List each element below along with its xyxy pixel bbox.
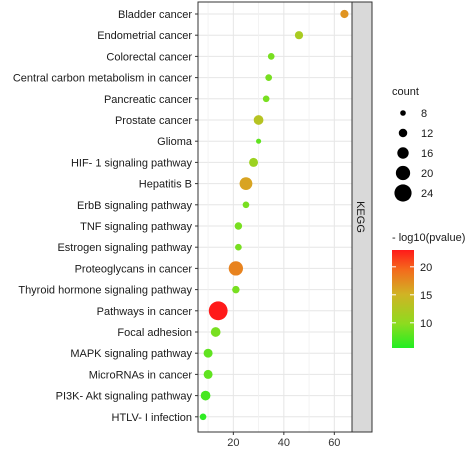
size-legend-dot (397, 147, 409, 159)
data-point (239, 177, 253, 190)
data-point (232, 285, 240, 294)
data-point (253, 115, 264, 125)
data-point (203, 369, 213, 379)
data-point (235, 243, 242, 251)
category-label: MAPK signaling pathway (70, 348, 192, 360)
data-point (200, 390, 211, 401)
category-label: Prostate cancer (115, 115, 192, 127)
x-tick-label: 20 (227, 437, 239, 449)
color-legend-title: - log10(pvalue) (392, 232, 465, 244)
data-point (210, 327, 221, 337)
facet-strip (351, 1, 373, 433)
category-label: Focal adhesion (117, 327, 192, 339)
data-point (267, 53, 275, 60)
plot-panel (198, 2, 352, 432)
colorbar (392, 250, 414, 348)
category-label: Estrogen signaling pathway (57, 242, 192, 254)
x-tick-label: 40 (278, 437, 290, 449)
data-point (199, 413, 207, 421)
data-point (234, 222, 243, 230)
category-label: Pancreatic cancer (104, 94, 192, 106)
data-points (199, 9, 349, 421)
size-legend-label: 16 (421, 148, 433, 160)
x-tick-label: 60 (328, 437, 340, 449)
category-label: Central carbon metabolism in cancer (13, 73, 192, 85)
y-axis-ticks (195, 13, 198, 418)
data-point (203, 348, 213, 358)
data-point (256, 138, 262, 144)
data-point (208, 301, 228, 321)
category-label: MicroRNAs in cancer (89, 369, 193, 381)
data-point (294, 31, 304, 40)
y-axis-labels: Bladder cancer Endometrial cancer Colorect… (13, 9, 193, 424)
size-legend-title: count (392, 86, 419, 98)
category-label: Bladder cancer (118, 9, 192, 21)
category-label: Proteoglycans in cancer (75, 263, 193, 275)
data-point (265, 74, 273, 81)
category-label: ErbB signaling pathway (77, 200, 192, 212)
category-label: PI3K- Akt signaling pathway (56, 391, 193, 403)
data-point (340, 9, 349, 19)
size-legend-label: 12 (421, 128, 433, 140)
category-label: Pathways in cancer (97, 306, 193, 318)
size-legend-dot (400, 110, 406, 116)
category-label: Hepatitis B (139, 179, 192, 191)
data-point (249, 157, 259, 167)
category-label: HIF- 1 signaling pathway (71, 157, 193, 169)
category-label: Endometrial cancer (97, 30, 192, 42)
data-point (262, 95, 270, 103)
colorbar-label: 20 (420, 262, 432, 274)
data-point (242, 201, 250, 209)
size-legend-dot (394, 184, 412, 202)
size-legend-dot (395, 165, 411, 181)
size-legend-dot (398, 128, 408, 138)
facet-label: KEGG (354, 201, 366, 233)
data-point (228, 261, 244, 276)
size-legend-label: 24 (421, 188, 433, 200)
size-legend-label: 20 (421, 168, 433, 180)
grid-lines (198, 2, 352, 432)
colorbar-label: 15 (420, 290, 432, 302)
category-label: Thyroid hormone signaling pathway (18, 285, 192, 297)
category-label: Glioma (157, 136, 193, 148)
colorbar-label: 10 (420, 318, 432, 330)
category-label: TNF signaling pathway (80, 221, 192, 233)
colorbar-ticks: 10 15 20 (392, 262, 432, 330)
category-label: Colorectal cancer (106, 51, 192, 63)
size-legend-label: 8 (421, 108, 427, 120)
x-axis-ticks: 20 40 60 (227, 432, 340, 449)
category-label: HTLV- I infection (112, 412, 193, 424)
size-legend: 8 12 16 20 24 (394, 108, 433, 202)
